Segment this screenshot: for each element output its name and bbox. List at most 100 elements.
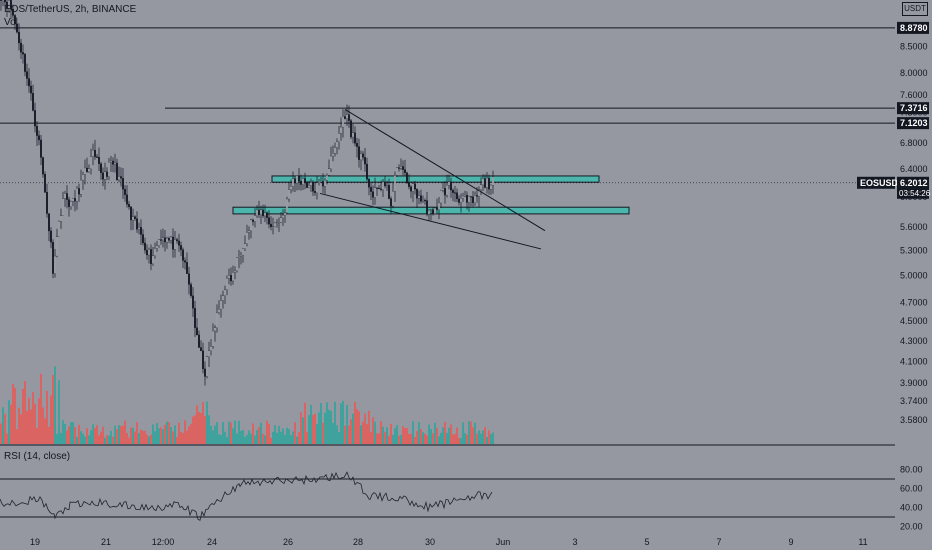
candle-body xyxy=(280,217,282,223)
candle-body xyxy=(134,216,136,219)
candle-body xyxy=(62,198,64,216)
symbol-title[interactable]: EOS/TetherUS, 2h, BINANCE xyxy=(4,4,137,15)
candle-body xyxy=(490,184,492,190)
volume-bar xyxy=(320,403,322,444)
volume-bar xyxy=(174,425,176,444)
candle-body xyxy=(138,227,140,230)
volume-bar xyxy=(344,425,346,444)
candle-body xyxy=(192,295,194,309)
candle-body xyxy=(240,254,242,257)
volume-bar xyxy=(312,414,314,444)
candle-body xyxy=(128,204,130,208)
volume-label[interactable]: Vol xyxy=(4,17,18,28)
volume-bar xyxy=(402,426,404,444)
volume-bar xyxy=(244,436,246,444)
volume-bar xyxy=(314,413,316,444)
candle-body xyxy=(22,52,24,55)
candle-body xyxy=(38,135,40,141)
candle-body xyxy=(140,227,142,235)
trend-lines[interactable] xyxy=(319,108,546,250)
volume-bar xyxy=(56,434,58,444)
volume-bar xyxy=(326,402,328,444)
candle-body xyxy=(320,181,322,183)
candle-body xyxy=(20,42,22,53)
candle-body xyxy=(54,255,56,274)
volume-bar xyxy=(268,424,270,444)
price-tick-label: 6.8000 xyxy=(900,138,928,148)
candle-body xyxy=(244,243,246,249)
volume-bar xyxy=(122,425,124,444)
volume-bar xyxy=(450,424,452,444)
volume-bar xyxy=(472,427,474,444)
candle-body xyxy=(230,275,232,282)
volume-bar xyxy=(232,428,234,444)
candle-body xyxy=(488,177,490,190)
volume-bar xyxy=(348,425,350,444)
candle-body xyxy=(458,198,460,203)
volume-bar xyxy=(324,412,326,444)
time-axis[interactable]: 19 21 12:00 24 26 28 30 Jun 3 5 7 9 11 xyxy=(30,537,868,547)
candle-body xyxy=(144,242,146,251)
candle-body xyxy=(26,71,28,79)
candle-body xyxy=(80,179,82,195)
candle-body xyxy=(296,175,298,184)
volume-bar xyxy=(440,432,442,444)
rsi-tick-label: 20.00 xyxy=(900,522,923,532)
volume-bar xyxy=(240,430,242,444)
volume-bar xyxy=(458,437,460,444)
candle-body xyxy=(226,278,228,290)
candle-body xyxy=(342,116,344,128)
volume-bar xyxy=(94,427,96,444)
volume-bar xyxy=(104,437,106,444)
candle-body xyxy=(66,193,68,200)
volume-bar xyxy=(300,412,302,444)
candle-body xyxy=(198,334,200,348)
candle-body xyxy=(450,181,452,191)
candle-body xyxy=(108,161,110,177)
volume-bar xyxy=(380,421,382,444)
candle-body xyxy=(326,175,328,181)
volume-bar xyxy=(172,431,174,444)
candle-body xyxy=(412,183,414,192)
volume-bar xyxy=(12,383,14,444)
volume-bar xyxy=(474,422,476,444)
volume-bar xyxy=(88,435,90,444)
candle-body xyxy=(302,178,304,185)
volume-bar xyxy=(442,427,444,444)
volume-bar xyxy=(76,436,78,444)
candle-body xyxy=(90,156,92,169)
price-tick-label: 3.7400 xyxy=(900,396,928,406)
candle-body xyxy=(2,0,4,1)
candle-body xyxy=(172,236,174,250)
volume-bar xyxy=(194,415,196,444)
volume-bar xyxy=(336,425,338,444)
volume-bar xyxy=(84,436,86,444)
volume-bar xyxy=(66,430,68,444)
volume-bar xyxy=(98,435,100,444)
candle-body xyxy=(224,289,226,296)
volume-bar xyxy=(242,429,244,444)
volume-bar xyxy=(154,431,156,444)
volume-bar xyxy=(260,422,262,444)
volume-bar xyxy=(62,420,64,444)
currency-badge[interactable]: USDT xyxy=(902,2,928,16)
candle-body xyxy=(264,212,266,217)
rsi-label[interactable]: RSI (14, close) xyxy=(4,451,71,462)
volume-bar xyxy=(382,426,384,444)
candle-body xyxy=(76,188,78,202)
candle-body xyxy=(460,197,462,203)
candle-body xyxy=(372,191,374,198)
volume-bar xyxy=(340,403,342,444)
horizontal-levels[interactable] xyxy=(0,27,895,184)
rsi-axis[interactable]: 80.00 60.00 40.00 20.00 xyxy=(900,465,923,532)
volume-bar xyxy=(10,404,12,444)
volume-bar xyxy=(144,430,146,444)
volume-bar xyxy=(390,423,392,444)
volume-bar xyxy=(486,437,488,444)
candle-body xyxy=(334,147,336,154)
price-tick-label: 8.5000 xyxy=(900,42,928,52)
volume-bar xyxy=(82,433,84,444)
rsi-pane xyxy=(0,471,895,521)
volume-bar xyxy=(418,421,420,444)
